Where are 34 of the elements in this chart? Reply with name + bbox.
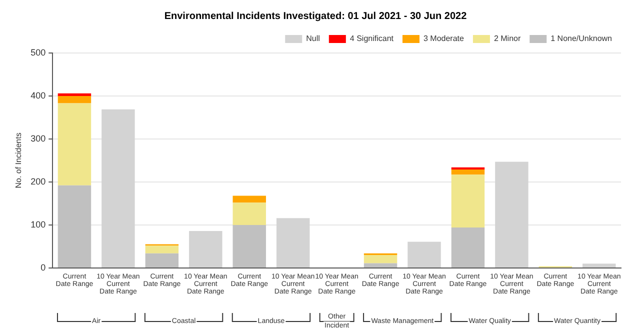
chart-title: Environmental Incidents Investigated: 01 Jul 2021 - 30 Jun 2022: [164, 10, 468, 22]
bar: [189, 230, 222, 268]
y-tick-label: 100: [30, 219, 46, 230]
bar: [232, 224, 266, 268]
bar: [58, 103, 92, 186]
y-tick-label: 300: [30, 133, 46, 144]
legend-label: 1 None/Unknown: [550, 34, 612, 44]
bar: [582, 264, 616, 268]
bar: [58, 185, 92, 268]
y-tick-label: 400: [30, 90, 46, 100]
legend-label: 4 Significant: [350, 34, 394, 44]
bar: [145, 246, 179, 254]
bar: [145, 253, 179, 268]
bar: [451, 228, 485, 268]
legend-label: 3 Moderate: [423, 34, 465, 44]
bar: [58, 96, 92, 104]
bar: [408, 242, 441, 268]
bar: [232, 202, 266, 225]
bar: [451, 167, 485, 170]
bar: [495, 162, 528, 268]
bar: [58, 93, 92, 96]
y-axis-title: No. of Incidents: [14, 132, 24, 188]
bar: [451, 174, 485, 228]
y-tick-label: 500: [30, 47, 46, 58]
bar: [364, 255, 398, 264]
bar: [451, 170, 485, 175]
y-tick-label: 200: [30, 176, 46, 186]
legend-label: 2 Minor: [494, 34, 521, 44]
bar: [364, 263, 398, 268]
bar: [102, 109, 135, 268]
legend-label: Null: [306, 34, 320, 44]
y-tick-label: 0: [40, 262, 46, 272]
bar: [276, 218, 310, 268]
bar: [232, 196, 266, 203]
